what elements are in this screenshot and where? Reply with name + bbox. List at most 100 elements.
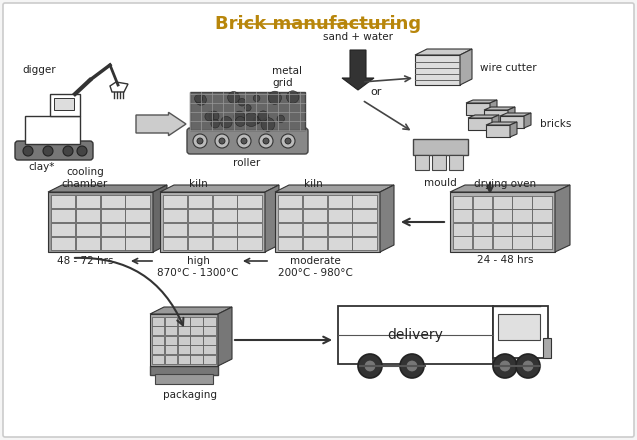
Bar [190, 316, 203, 326]
Circle shape [227, 92, 240, 103]
Polygon shape [484, 107, 515, 110]
Text: mould: mould [424, 178, 456, 188]
Bar [163, 194, 187, 208]
Circle shape [43, 146, 53, 156]
FancyBboxPatch shape [15, 141, 93, 160]
Circle shape [254, 117, 261, 123]
Text: drying oven: drying oven [474, 179, 536, 189]
Bar [101, 209, 125, 222]
Bar [152, 336, 164, 345]
Bar [152, 345, 164, 354]
Polygon shape [466, 103, 490, 115]
Bar [188, 194, 212, 208]
Circle shape [254, 95, 260, 102]
Bar [163, 237, 187, 250]
Polygon shape [466, 100, 497, 103]
Polygon shape [460, 49, 472, 85]
Bar [178, 355, 190, 364]
Bar [190, 326, 203, 335]
Bar [473, 223, 492, 235]
Circle shape [235, 117, 245, 126]
Bar [190, 345, 203, 354]
Polygon shape [48, 185, 167, 192]
Circle shape [238, 99, 246, 106]
Bar [415, 155, 429, 170]
Bar [213, 223, 237, 236]
Polygon shape [150, 314, 218, 366]
Bar [453, 236, 472, 249]
Bar [532, 223, 552, 235]
Bar [178, 316, 190, 326]
Bar [278, 194, 302, 208]
Bar [512, 223, 532, 235]
Bar [237, 209, 262, 222]
Bar [76, 237, 100, 250]
Polygon shape [450, 192, 555, 252]
Circle shape [193, 134, 207, 148]
Circle shape [196, 95, 206, 105]
Bar [303, 194, 327, 208]
Circle shape [63, 146, 73, 156]
Circle shape [245, 105, 251, 111]
Text: digger: digger [22, 65, 55, 75]
Polygon shape [508, 107, 515, 122]
Bar [303, 223, 327, 236]
Circle shape [406, 360, 418, 372]
Bar [203, 336, 215, 345]
Polygon shape [555, 185, 570, 252]
Polygon shape [415, 49, 472, 55]
Bar [76, 209, 100, 222]
Polygon shape [415, 55, 460, 85]
Bar [76, 223, 100, 236]
Bar [190, 92, 305, 130]
Bar [101, 237, 125, 250]
Bar [492, 195, 512, 209]
Bar [51, 209, 75, 222]
Polygon shape [342, 50, 374, 90]
Bar [150, 366, 218, 375]
Bar [125, 209, 150, 222]
Bar [432, 155, 446, 170]
Bar [190, 355, 203, 364]
Text: bricks: bricks [540, 119, 571, 129]
Bar [492, 236, 512, 249]
Circle shape [237, 134, 251, 148]
Bar [125, 194, 150, 208]
Bar [327, 194, 352, 208]
Circle shape [287, 91, 299, 103]
Bar [303, 209, 327, 222]
Bar [473, 195, 492, 209]
Bar [178, 336, 190, 345]
Polygon shape [524, 113, 531, 128]
Bar [125, 237, 150, 250]
Bar [543, 338, 551, 358]
Bar [163, 223, 187, 236]
Circle shape [493, 354, 517, 378]
FancyArrow shape [136, 112, 186, 136]
Bar [532, 236, 552, 249]
Polygon shape [510, 122, 517, 137]
Bar [51, 194, 75, 208]
Bar [453, 195, 472, 209]
Bar [512, 209, 532, 222]
Text: packaging: packaging [163, 390, 217, 400]
Bar [165, 316, 177, 326]
Bar [498, 314, 540, 340]
Polygon shape [150, 307, 232, 314]
Bar [413, 139, 468, 155]
Bar [203, 345, 215, 354]
Bar [512, 195, 532, 209]
Polygon shape [468, 115, 499, 118]
Circle shape [194, 95, 203, 103]
Bar [352, 194, 376, 208]
Polygon shape [468, 118, 492, 130]
FancyBboxPatch shape [3, 3, 634, 437]
Bar [178, 345, 190, 354]
Bar [453, 223, 472, 235]
Text: delivery: delivery [387, 328, 443, 342]
Circle shape [499, 360, 511, 372]
Polygon shape [484, 110, 508, 122]
Bar [155, 374, 213, 384]
Bar [278, 209, 302, 222]
Bar [492, 223, 512, 235]
